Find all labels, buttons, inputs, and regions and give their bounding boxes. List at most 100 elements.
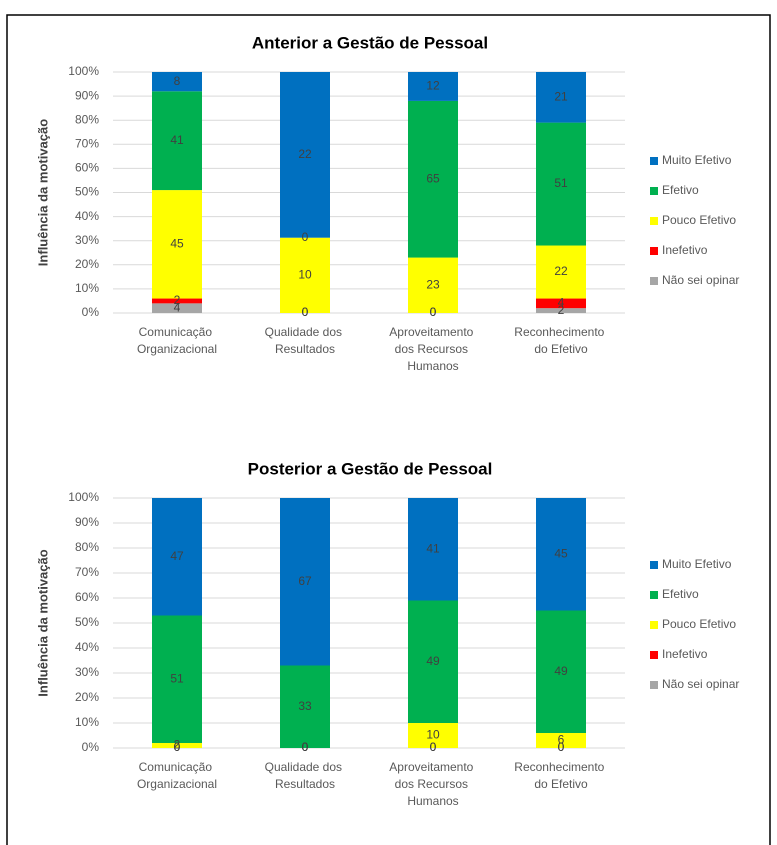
data-label: 51 bbox=[170, 671, 184, 685]
legend-swatch bbox=[650, 217, 658, 225]
data-label: 0 bbox=[302, 740, 309, 754]
y-tick-label: 70% bbox=[75, 136, 99, 150]
data-label: 12 bbox=[426, 79, 440, 93]
bar-segment bbox=[280, 498, 330, 666]
legend-swatch bbox=[650, 247, 658, 255]
bar-segment bbox=[536, 245, 586, 299]
data-label: 23 bbox=[426, 277, 440, 291]
data-label: 33 bbox=[298, 699, 312, 713]
data-label: 45 bbox=[554, 546, 568, 560]
legend-label: Pouco Efetivo bbox=[662, 617, 736, 631]
bar-segment bbox=[152, 190, 202, 299]
bar-segment bbox=[536, 298, 586, 309]
data-label: 10 bbox=[426, 728, 440, 742]
bar-segment bbox=[408, 723, 458, 748]
bar-segment bbox=[152, 498, 202, 616]
data-label: 2 bbox=[558, 303, 565, 317]
data-label: 22 bbox=[554, 264, 568, 278]
x-tick-label: Comunicação Organizacional bbox=[137, 760, 217, 791]
y-tick-label: 70% bbox=[75, 565, 99, 579]
legend-swatch bbox=[650, 157, 658, 165]
y-tick-label: 10% bbox=[75, 715, 99, 729]
data-label: 0 bbox=[302, 230, 309, 244]
legend-swatch bbox=[650, 561, 658, 569]
legend-label: Efetivo bbox=[662, 587, 699, 601]
y-axis-label: Influência da motivação bbox=[35, 549, 50, 696]
legend-swatch bbox=[650, 651, 658, 659]
y-tick-label: 0% bbox=[82, 305, 100, 319]
legend-swatch bbox=[650, 681, 658, 689]
data-label: 0 bbox=[430, 740, 437, 754]
y-tick-label: 30% bbox=[75, 665, 99, 679]
bar-segment bbox=[536, 498, 586, 611]
y-tick-label: 20% bbox=[75, 690, 99, 704]
data-label: 4 bbox=[174, 300, 181, 314]
bar-segment bbox=[152, 743, 202, 748]
data-label: 6 bbox=[558, 733, 565, 747]
chart-title: Posterior a Gestão de Pessoal bbox=[248, 459, 493, 478]
legend-label: Pouco Efetivo bbox=[662, 213, 736, 227]
legend-label: Efetivo bbox=[662, 183, 699, 197]
legend-label: Inefetivo bbox=[662, 647, 708, 661]
data-label: 51 bbox=[554, 176, 568, 190]
bar-segment bbox=[152, 615, 202, 743]
data-label: 0 bbox=[302, 305, 309, 319]
data-label: 0 bbox=[558, 740, 565, 754]
x-tick-label: Qualidade dos Resultados bbox=[265, 760, 346, 791]
bar-segment bbox=[536, 733, 586, 748]
data-label: 0 bbox=[430, 305, 437, 319]
data-label: 0 bbox=[302, 740, 309, 754]
data-label: 41 bbox=[170, 133, 184, 147]
bar-segment bbox=[536, 610, 586, 733]
bar-segment bbox=[280, 665, 330, 748]
y-tick-label: 40% bbox=[75, 640, 99, 654]
data-label: 0 bbox=[430, 305, 437, 319]
legend-swatch bbox=[650, 621, 658, 629]
y-tick-label: 60% bbox=[75, 590, 99, 604]
y-tick-label: 90% bbox=[75, 88, 99, 102]
y-tick-label: 80% bbox=[75, 540, 99, 554]
y-axis-label: Influência da motivação bbox=[35, 119, 50, 266]
legend-label: Inefetivo bbox=[662, 243, 708, 257]
bar-segment bbox=[536, 308, 586, 313]
bar-segment bbox=[280, 237, 330, 313]
x-tick-label: Qualidade dos Resultados bbox=[265, 325, 346, 356]
bar-segment bbox=[408, 600, 458, 723]
data-label: 65 bbox=[426, 171, 440, 185]
y-tick-label: 0% bbox=[82, 740, 100, 754]
bar-segment bbox=[408, 72, 458, 101]
data-label: 0 bbox=[174, 740, 181, 754]
y-tick-label: 50% bbox=[75, 185, 99, 199]
bar-segment bbox=[280, 72, 330, 238]
y-tick-label: 90% bbox=[75, 515, 99, 529]
x-tick-label: Reconhecimento do Efetivo bbox=[514, 760, 607, 791]
x-tick-label: Comunicação Organizacional bbox=[137, 325, 217, 356]
legend-label: Muito Efetivo bbox=[662, 153, 732, 167]
chart-title: Anterior a Gestão de Pessoal bbox=[252, 33, 488, 52]
legend-label: Não sei opinar bbox=[662, 677, 739, 691]
legend-swatch bbox=[650, 187, 658, 195]
x-tick-label: Aproveitamento dos Recursos Humanos bbox=[389, 760, 476, 808]
y-tick-label: 50% bbox=[75, 615, 99, 629]
data-label: 8 bbox=[174, 74, 181, 88]
data-label: 21 bbox=[554, 89, 568, 103]
data-label: 41 bbox=[426, 541, 440, 555]
bar-segment bbox=[408, 257, 458, 313]
data-label: 4 bbox=[558, 296, 565, 310]
bar-segment bbox=[408, 100, 458, 258]
data-label: 0 bbox=[302, 305, 309, 319]
data-label: 45 bbox=[170, 236, 184, 250]
y-tick-label: 80% bbox=[75, 112, 99, 126]
data-label: 47 bbox=[170, 549, 184, 563]
bar-segment bbox=[152, 303, 202, 313]
bar-segment bbox=[152, 91, 202, 191]
data-label: 0 bbox=[558, 740, 565, 754]
y-tick-label: 60% bbox=[75, 161, 99, 175]
y-tick-label: 100% bbox=[68, 490, 99, 504]
data-label: 49 bbox=[554, 664, 568, 678]
y-tick-label: 10% bbox=[75, 281, 99, 295]
bar-segment bbox=[536, 122, 586, 246]
frame bbox=[6, 14, 771, 845]
data-label: 22 bbox=[298, 147, 312, 161]
legend-label: Muito Efetivo bbox=[662, 557, 732, 571]
